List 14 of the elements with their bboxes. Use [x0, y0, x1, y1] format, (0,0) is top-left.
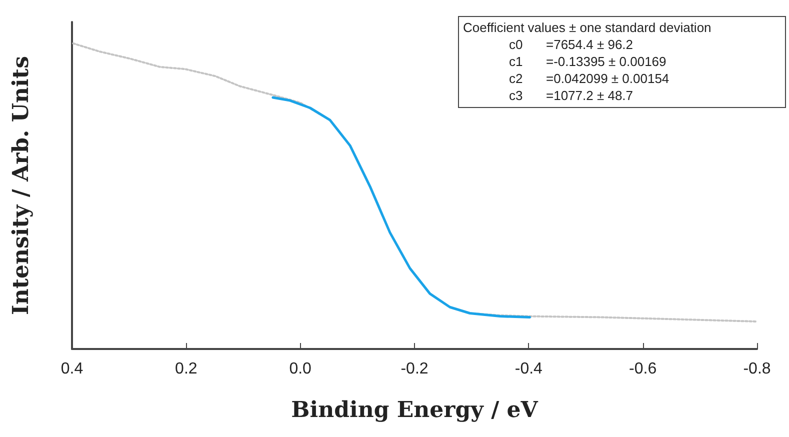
y-axis-title: Intensity / Arb. Units: [8, 56, 34, 315]
text: c3 =1077.2 ± 48.7: [509, 88, 634, 103]
x-tick-label: -0.6: [629, 360, 657, 378]
text: c1 =-0.13395 ± 0.00169: [509, 54, 666, 69]
x-tick-label: -0.8: [743, 360, 771, 378]
text: Coefficient values ± one standard deviation: [462, 19, 712, 36]
text: c0 =7654.4 ± 96.2: [509, 37, 634, 52]
x-axis-title: Binding Energy / eV: [291, 397, 539, 423]
x-tick-label: 0.2: [175, 360, 198, 378]
x-tick-label: -0.4: [514, 360, 543, 378]
x-tick-label: -0.2: [400, 360, 428, 378]
x-tick-label: 0.0: [289, 360, 312, 378]
x-tick-label: 0.4: [60, 360, 84, 378]
text: c2 =0.042099 ± 0.00154: [509, 71, 670, 86]
